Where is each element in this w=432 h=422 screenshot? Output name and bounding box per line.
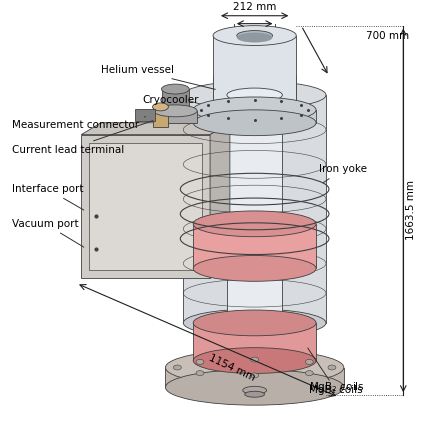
- Ellipse shape: [183, 81, 326, 109]
- Bar: [153, 111, 197, 123]
- Text: Interface port: Interface port: [12, 184, 84, 210]
- Ellipse shape: [165, 370, 344, 405]
- Ellipse shape: [165, 350, 344, 385]
- Ellipse shape: [162, 84, 189, 94]
- Ellipse shape: [152, 103, 168, 111]
- Text: $\mathrm{MgB_2}$ coils: $\mathrm{MgB_2}$ coils: [309, 380, 365, 394]
- Bar: [213, 35, 296, 115]
- Text: 700 mm: 700 mm: [365, 30, 409, 41]
- Ellipse shape: [328, 365, 336, 370]
- Ellipse shape: [251, 373, 259, 378]
- Text: Measurement connector: Measurement connector: [12, 117, 146, 130]
- Ellipse shape: [251, 357, 259, 362]
- Ellipse shape: [243, 386, 267, 394]
- Ellipse shape: [213, 26, 296, 46]
- Ellipse shape: [227, 346, 283, 360]
- Text: MgB₂ coils: MgB₂ coils: [308, 348, 363, 395]
- Ellipse shape: [196, 360, 204, 364]
- Bar: [152, 107, 168, 127]
- Ellipse shape: [237, 32, 273, 43]
- Ellipse shape: [193, 110, 316, 135]
- Bar: [89, 143, 202, 271]
- Text: Cryocooler: Cryocooler: [143, 95, 199, 105]
- Text: Current lead terminal: Current lead terminal: [12, 121, 153, 154]
- Text: Vacuum port: Vacuum port: [12, 219, 84, 247]
- Ellipse shape: [227, 88, 283, 102]
- Ellipse shape: [237, 30, 273, 41]
- Text: Iron yoke: Iron yoke: [319, 164, 367, 183]
- Ellipse shape: [193, 97, 316, 123]
- Ellipse shape: [196, 371, 204, 376]
- Ellipse shape: [183, 309, 326, 337]
- Ellipse shape: [173, 365, 181, 370]
- Ellipse shape: [193, 348, 316, 373]
- Text: Helium vessel: Helium vessel: [101, 65, 215, 89]
- Ellipse shape: [305, 360, 313, 364]
- Ellipse shape: [153, 105, 197, 117]
- Text: 212 mm: 212 mm: [233, 2, 276, 12]
- Bar: [213, 75, 296, 100]
- Text: 1663.5 mm: 1663.5 mm: [406, 181, 416, 241]
- Ellipse shape: [193, 310, 316, 336]
- Bar: [162, 89, 189, 111]
- Ellipse shape: [305, 371, 313, 376]
- Bar: [81, 135, 210, 279]
- Bar: [193, 110, 316, 123]
- Text: 1154 mm: 1154 mm: [207, 353, 257, 383]
- Ellipse shape: [193, 211, 316, 237]
- Bar: [193, 323, 316, 360]
- Polygon shape: [81, 123, 230, 135]
- Bar: [227, 95, 283, 353]
- Ellipse shape: [193, 256, 316, 281]
- Polygon shape: [210, 123, 230, 279]
- Bar: [165, 368, 344, 387]
- Bar: [135, 109, 155, 121]
- Ellipse shape: [213, 105, 296, 125]
- Bar: [183, 95, 326, 323]
- Bar: [193, 224, 316, 268]
- Ellipse shape: [245, 391, 264, 397]
